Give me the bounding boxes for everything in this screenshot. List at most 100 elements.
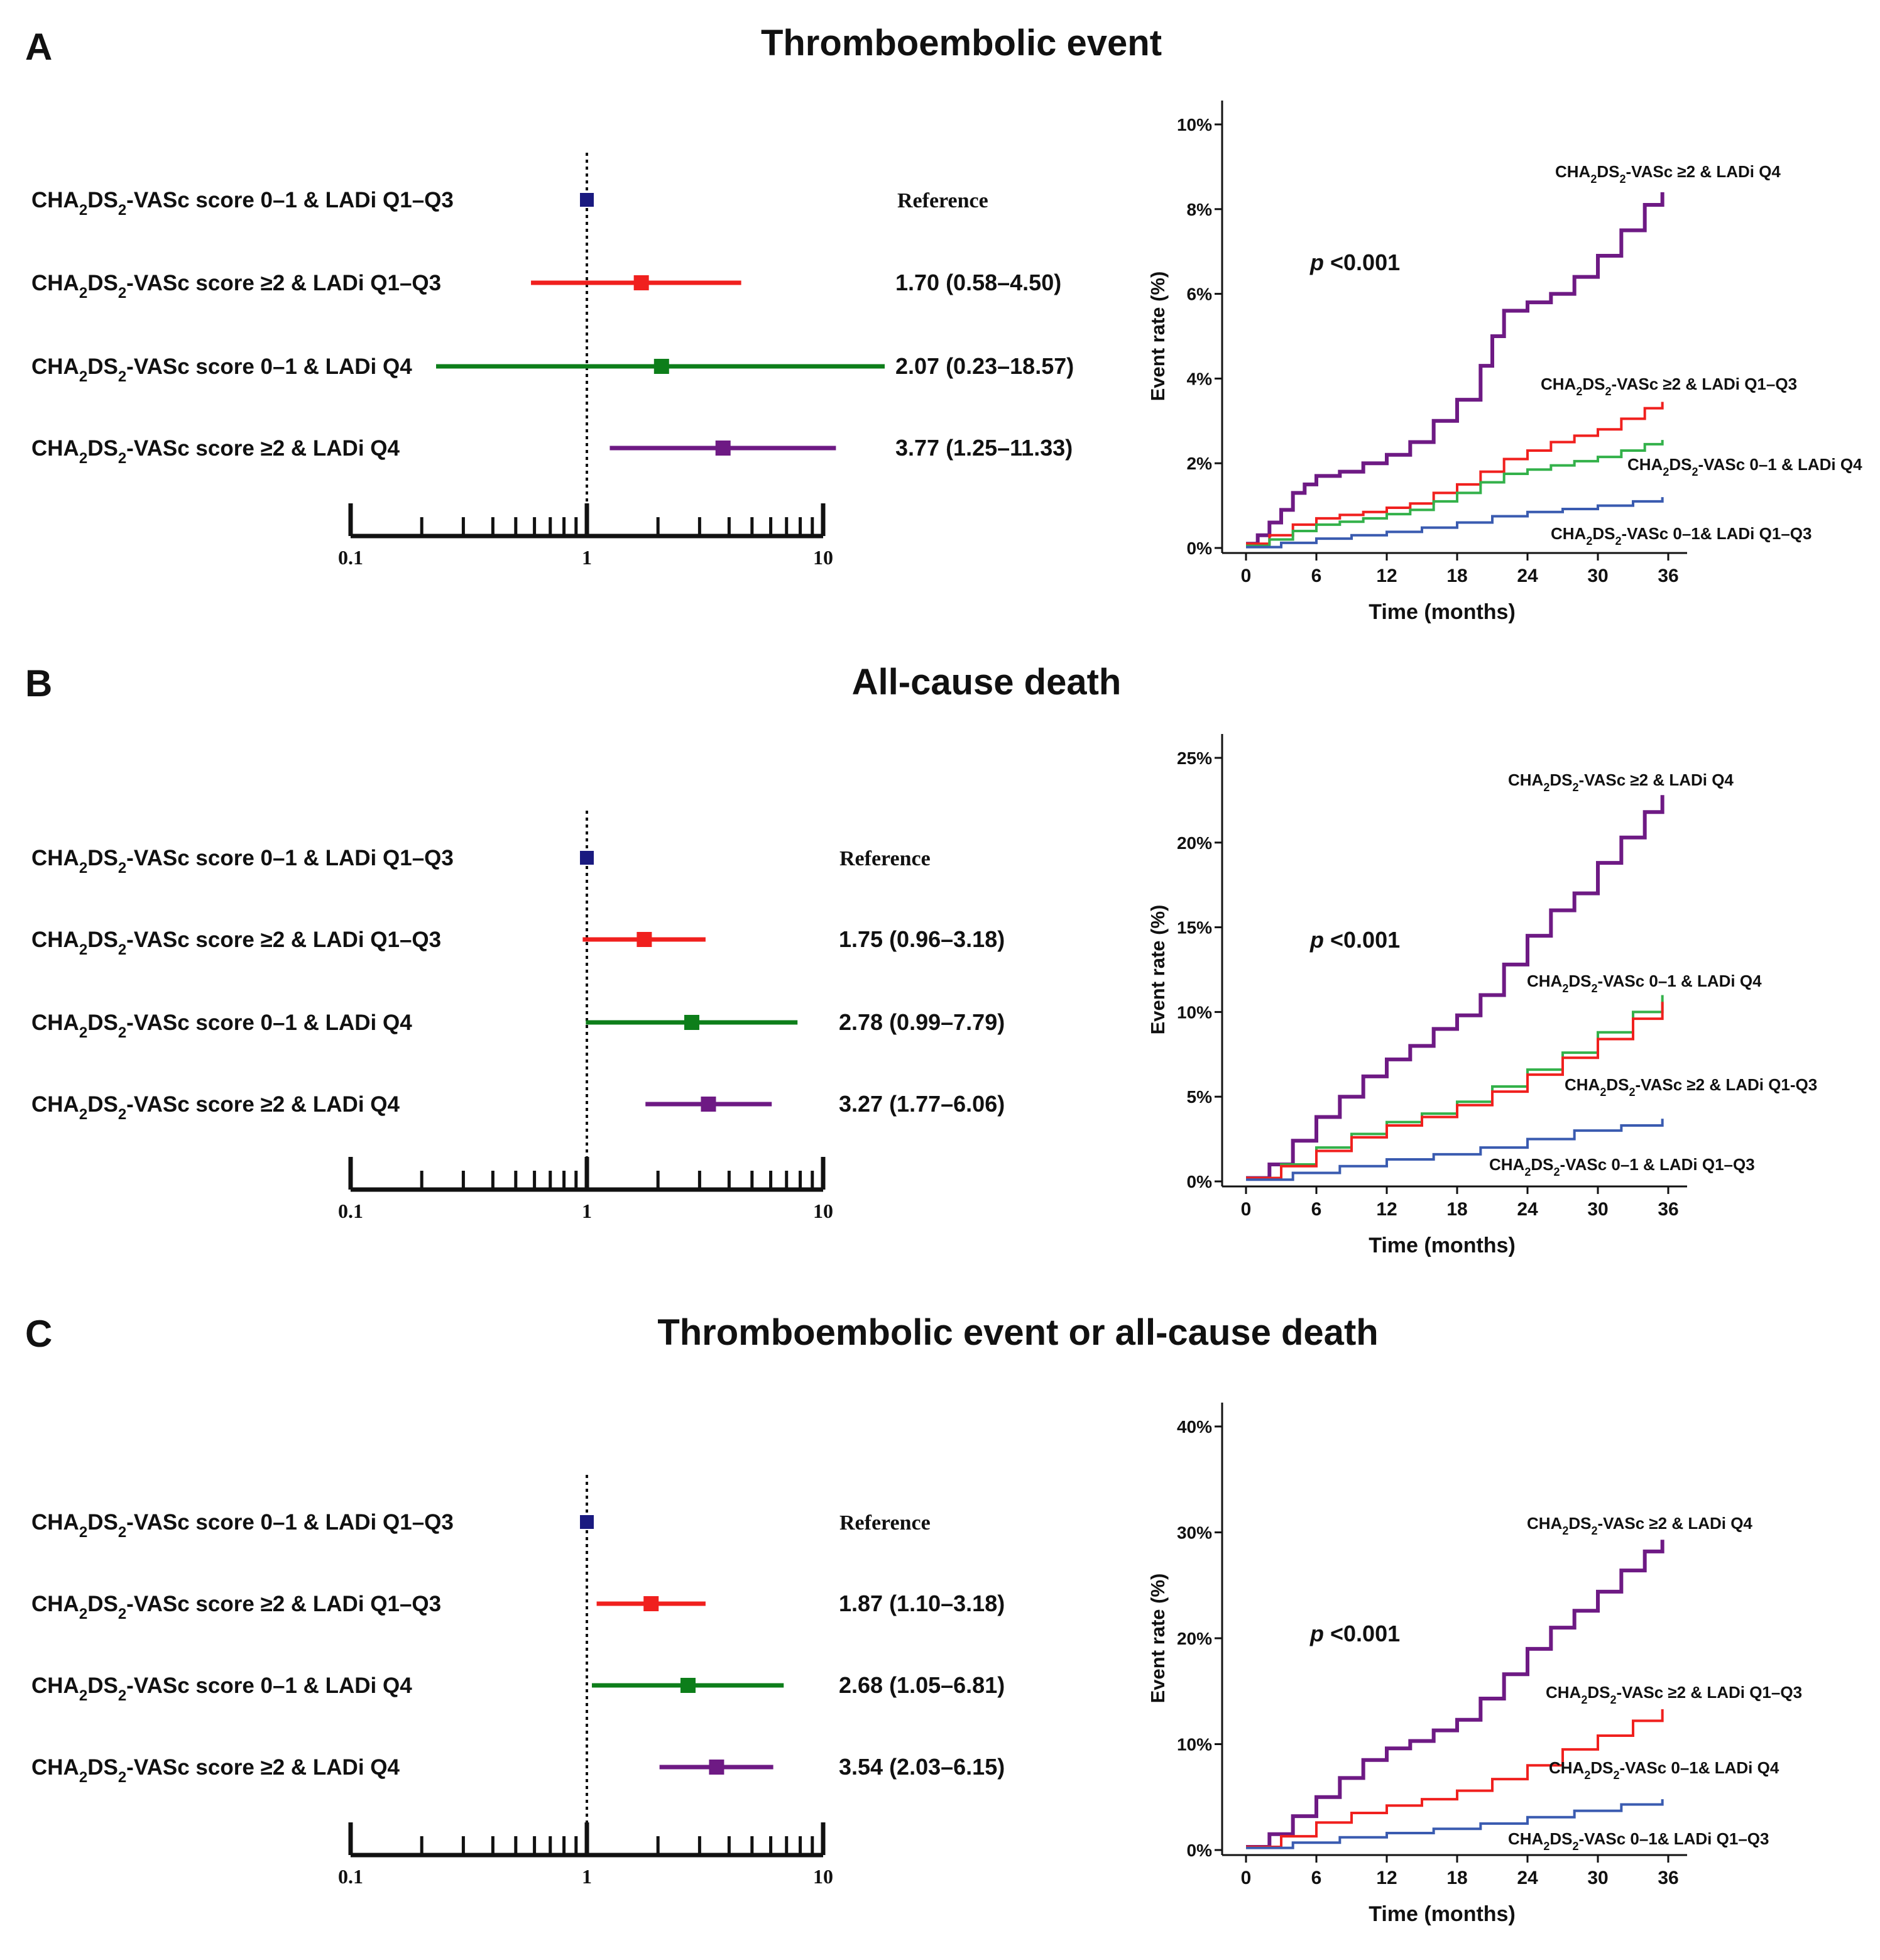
hr-text: Reference	[839, 1511, 931, 1535]
km-x-axis-label: Time (months)	[1369, 1234, 1516, 1257]
km-series-label: CHA2DS2-VASc ≥2 & LADi Q4	[1555, 162, 1781, 185]
hr-text: 1.75 (0.96–3.18)	[839, 926, 1005, 952]
label-sub1: 2	[1584, 1769, 1590, 1782]
hr-marker	[633, 275, 649, 290]
forest-tick-label: 1	[582, 546, 592, 569]
hr-marker	[643, 1596, 659, 1611]
label-post: -VASc score 0–1 & LADi Q1–Q3	[126, 188, 454, 212]
km-y-tick-label: 15%	[1177, 918, 1212, 938]
label-post: -VASc ≥2 & LADi Q1–Q3	[1612, 375, 1798, 393]
label-sub2: 2	[118, 1106, 126, 1123]
row-label: CHA2DS2-VASc score ≥2 & LADi Q4	[31, 1755, 400, 1786]
label-pre: CHA	[31, 1673, 79, 1698]
label-post: -VASc ≥2 & LADi Q1-Q3	[1636, 1075, 1818, 1094]
label-sub2: 2	[118, 202, 126, 219]
label-mid: DS	[87, 1592, 118, 1616]
panel-title: Thromboembolic event or all-cause death	[657, 1312, 1378, 1353]
km-y-tick-label: 40%	[1177, 1417, 1212, 1437]
label-mid: DS	[87, 1673, 118, 1698]
label-mid: DS	[1590, 1758, 1613, 1777]
label-sub2: 2	[1572, 1840, 1578, 1853]
label-post: -VASc score ≥2 & LADi Q4	[126, 1755, 400, 1780]
label-mid: DS	[1597, 162, 1619, 181]
label-post: -VASc score ≥2 & LADi Q1–Q3	[126, 1592, 441, 1616]
km-x-tick-label: 36	[1658, 1868, 1678, 1888]
label-sub1: 2	[1543, 781, 1549, 794]
km-series-line	[1246, 1002, 1664, 1180]
km-x-axis-label: Time (months)	[1369, 1902, 1516, 1926]
row-label: CHA2DS2-VASc score 0–1 & LADi Q4	[31, 1010, 412, 1041]
panel-letter: B	[25, 662, 52, 704]
row-label: CHA2DS2-VASc score ≥2 & LADi Q1–Q3	[31, 271, 441, 302]
label-mid: DS	[1531, 1155, 1553, 1174]
label-pre: CHA	[1489, 1155, 1525, 1174]
forest-tick-label: 0.1	[338, 546, 363, 569]
hr-text: 3.77 (1.25–11.33)	[895, 435, 1073, 461]
km-plot: 0% 10% 20% 30% 40% 0 6 12 18 24 30 36 Time (months) E…	[1147, 1403, 1802, 1926]
label-sub1: 2	[79, 285, 87, 302]
label-sub1: 2	[79, 202, 87, 219]
label-sub1: 2	[79, 1524, 87, 1541]
hr-text: Reference	[839, 847, 931, 870]
hr-marker	[580, 851, 594, 865]
label-sub2: 2	[1610, 1694, 1616, 1706]
km-x-tick-label: 6	[1311, 1199, 1322, 1220]
label-sub2: 2	[118, 368, 126, 385]
label-post: -VASc ≥2 & LADi Q4	[1598, 1514, 1753, 1533]
label-post: -VASc score 0–1 & LADi Q4	[126, 354, 412, 379]
label-mid: DS	[1669, 455, 1691, 474]
label-pre: CHA	[1627, 455, 1663, 474]
label-pre: CHA	[31, 1010, 79, 1035]
label-sub2: 2	[1619, 173, 1626, 185]
hr-marker	[653, 359, 669, 374]
km-y-tick-label: 0%	[1187, 1172, 1213, 1191]
label-sub2: 2	[1691, 466, 1698, 478]
label-sub2: 2	[1613, 1769, 1619, 1782]
forest-tick-label: 0.1	[338, 1865, 363, 1888]
label-sub1: 2	[79, 1687, 87, 1704]
km-x-tick-label: 18	[1446, 1868, 1467, 1888]
hr-marker	[709, 1760, 724, 1775]
label-mid: DS	[87, 188, 118, 212]
label-mid: DS	[1549, 770, 1572, 789]
km-y-axis-label: Event rate (%)	[1147, 905, 1169, 1035]
km-x-tick-label: 6	[1311, 566, 1322, 586]
hr-text: 2.78 (0.99–7.79)	[839, 1009, 1005, 1035]
km-y-tick-label: 6%	[1187, 285, 1213, 304]
label-sub1: 2	[1543, 1840, 1549, 1853]
km-series-line	[1246, 1799, 1664, 1849]
label-pre: CHA	[1549, 1758, 1585, 1777]
label-mid: DS	[87, 1510, 118, 1535]
label-mid: DS	[1592, 524, 1615, 543]
label-sub2: 2	[118, 285, 126, 302]
label-mid: DS	[87, 928, 118, 952]
km-series-label: CHA2DS2-VASc 0–1& LADi Q4	[1549, 1758, 1779, 1782]
km-series-line	[1246, 402, 1664, 545]
km-plot: 0% 5% 10% 15% 20% 25% 0 6 12 18 24 30 36 Time (months…	[1147, 734, 1817, 1257]
km-x-tick-label: 30	[1587, 566, 1608, 586]
label-sub2: 2	[118, 860, 126, 877]
label-pre: CHA	[31, 354, 79, 379]
km-x-tick-label: 36	[1658, 566, 1678, 586]
label-sub2: 2	[1591, 982, 1597, 995]
km-series-label: CHA2DS2-VASc ≥2 & LADi Q1–Q3	[1546, 1683, 1802, 1706]
label-pre: CHA	[31, 1592, 79, 1616]
label-pre: CHA	[1565, 1075, 1600, 1094]
label-sub1: 2	[79, 1106, 87, 1123]
row-label: CHA2DS2-VASc score 0–1 & LADi Q1–Q3	[31, 188, 454, 219]
km-series-label: CHA2DS2-VASc ≥2 & LADi Q4	[1527, 1514, 1752, 1537]
label-post: -VASc 0–1& LADi Q1–Q3	[1579, 1829, 1769, 1848]
p-value: p <0.001	[1309, 1621, 1400, 1646]
label-mid: DS	[87, 271, 118, 295]
label-post: -VASc score 0–1 & LADi Q4	[126, 1673, 412, 1698]
km-x-tick-label: 24	[1517, 1868, 1538, 1888]
hr-text: 3.27 (1.77–6.06)	[839, 1091, 1005, 1117]
p-value-italic: p	[1309, 927, 1324, 953]
label-pre: CHA	[1546, 1683, 1582, 1702]
label-mid: DS	[87, 846, 118, 870]
label-post: -VASc score 0–1 & LADi Q4	[126, 1010, 412, 1035]
label-pre: CHA	[31, 271, 79, 295]
km-x-tick-label: 0	[1241, 1868, 1252, 1888]
forest-tick-label: 10	[813, 1200, 833, 1222]
